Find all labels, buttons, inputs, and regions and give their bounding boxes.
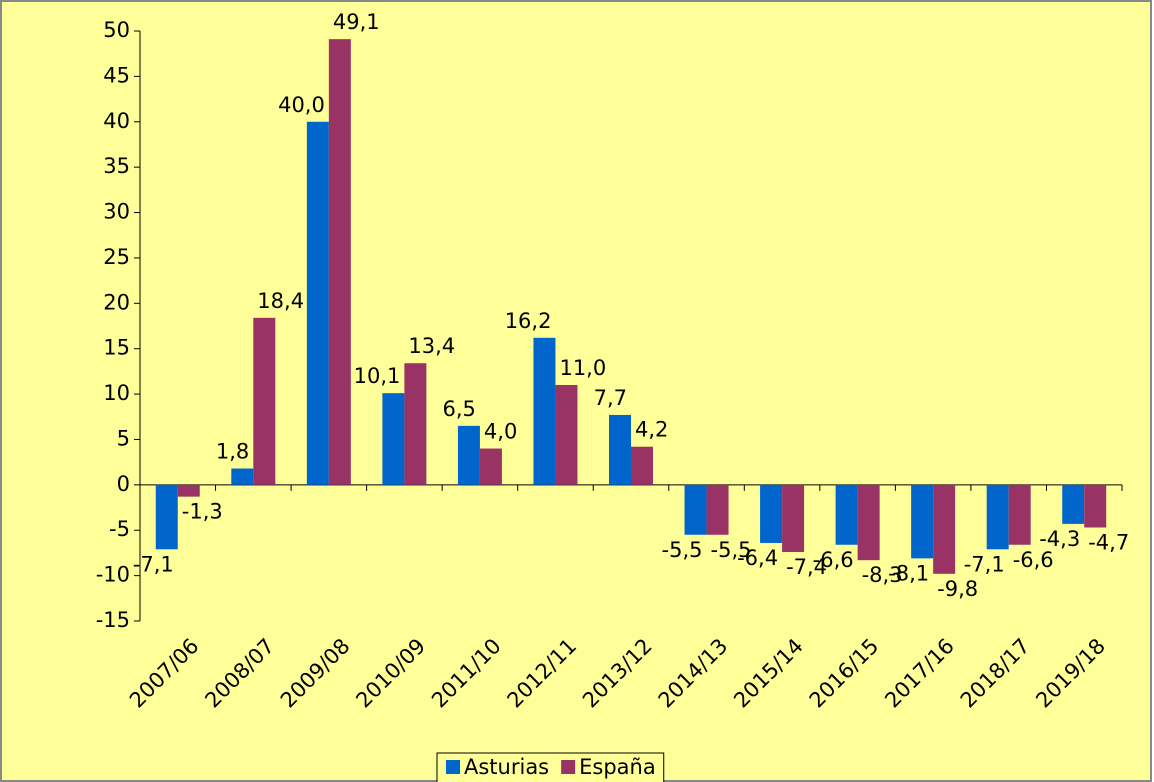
data-label: -7,1	[133, 552, 174, 576]
bar	[986, 484, 1009, 550]
bar	[933, 484, 956, 574]
data-label: 13,4	[408, 334, 455, 358]
legend-box	[436, 752, 665, 782]
y-tick-label: -5	[109, 517, 130, 541]
bar	[404, 363, 427, 485]
data-label: 7,7	[594, 386, 627, 410]
y-tick-label: 35	[103, 154, 130, 178]
legend-label: Asturias	[464, 755, 549, 779]
y-tick-label: 30	[103, 200, 130, 224]
y-tick-label: 50	[103, 18, 130, 42]
data-label: -4,3	[1039, 527, 1080, 551]
legend-swatch	[561, 760, 576, 774]
bar	[155, 484, 178, 550]
bar	[1008, 484, 1031, 545]
y-tick-label: 40	[103, 109, 130, 133]
y-tick-label: 15	[103, 336, 130, 360]
data-label: -7,4	[786, 555, 827, 579]
bar	[609, 414, 631, 485]
bar	[706, 484, 729, 535]
data-label: -6,4	[737, 546, 778, 570]
bar	[782, 484, 805, 553]
y-tick-label: 45	[103, 63, 130, 87]
bar	[835, 484, 858, 545]
bar	[857, 484, 880, 561]
y-tick-label: 20	[103, 290, 130, 314]
y-tick-label: 10	[103, 381, 130, 405]
data-label: 6,5	[443, 397, 476, 421]
bar	[253, 317, 276, 485]
data-label: -1,3	[182, 500, 223, 524]
bar	[457, 425, 480, 485]
bar	[177, 484, 200, 497]
bar	[631, 446, 653, 485]
bar	[479, 448, 502, 485]
y-tick-label: -15	[96, 608, 130, 632]
y-tick-label: -10	[96, 563, 130, 587]
data-label: -9,8	[937, 577, 978, 601]
bar	[1084, 484, 1107, 528]
bar	[533, 337, 556, 485]
data-label: 11,0	[559, 356, 606, 380]
data-label: -6,6	[1013, 548, 1054, 572]
bar	[911, 484, 934, 559]
bar	[306, 121, 329, 485]
data-label: -8,1	[888, 561, 929, 585]
data-label: 10,1	[354, 364, 401, 388]
bar	[328, 39, 351, 485]
bar	[760, 484, 783, 543]
data-label: 1,8	[216, 440, 249, 464]
data-label: 16,2	[505, 309, 552, 333]
data-label: -5,5	[662, 538, 703, 562]
bar	[231, 468, 254, 485]
data-label: -5,5	[711, 538, 752, 562]
y-tick-label: 5	[117, 426, 130, 450]
legend-label: España	[579, 755, 656, 779]
data-label: -6,6	[813, 548, 854, 572]
y-tick-label: 25	[103, 245, 130, 269]
bar	[382, 393, 405, 485]
y-tick-label: 0	[117, 472, 130, 496]
data-label: -8,3	[862, 563, 903, 587]
data-label: 49,1	[333, 10, 380, 34]
data-label: 4,2	[635, 418, 668, 442]
data-label: 40,0	[278, 93, 325, 117]
bar	[555, 385, 578, 485]
data-label: -7,1	[964, 552, 1005, 576]
data-label: -4,7	[1088, 531, 1129, 555]
data-label: 18,4	[257, 289, 304, 313]
legend-swatch	[446, 760, 460, 774]
data-label: 4,0	[484, 420, 517, 444]
bar	[1062, 484, 1085, 524]
bar	[684, 484, 707, 535]
